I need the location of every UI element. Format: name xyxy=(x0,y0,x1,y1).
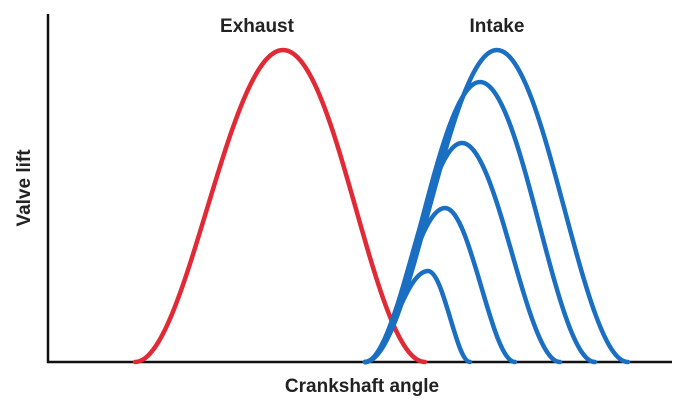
intake-curve xyxy=(362,268,473,365)
intake-curve xyxy=(362,79,598,365)
intake-label: Intake xyxy=(470,16,525,37)
intake-curve xyxy=(362,47,631,365)
x-axis-label: Crankshaft angle xyxy=(285,376,439,397)
y-axis-label: Valve lift xyxy=(14,149,35,227)
exhaust-label: Exhaust xyxy=(220,16,295,37)
exhaust-curve xyxy=(132,47,428,365)
